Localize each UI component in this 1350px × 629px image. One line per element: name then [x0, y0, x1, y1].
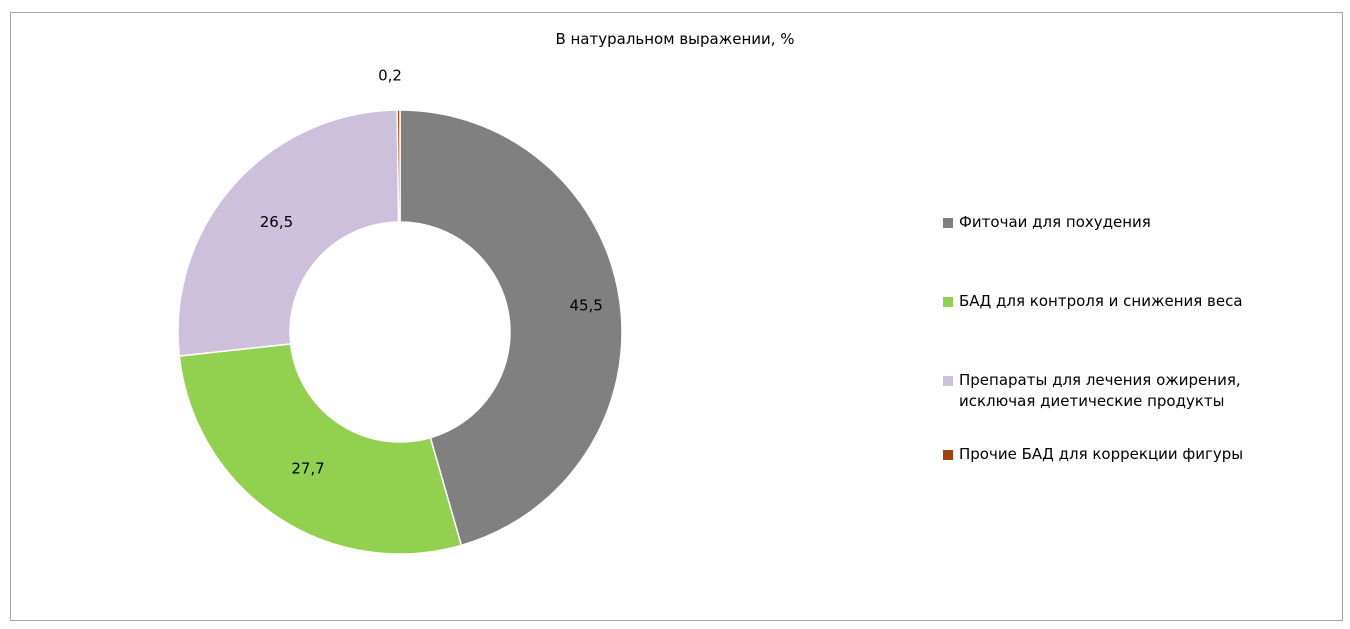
data-labels-group: 45,5 27,7 26,5 0,2	[260, 67, 603, 478]
slices-group	[177, 109, 623, 555]
data-label-0: 45,5	[569, 296, 602, 314]
legend-label: БАД для контроля и снижения веса	[959, 292, 1243, 310]
slice-2	[177, 109, 400, 357]
legend-label: Прочие БАД для коррекции фигуры	[959, 445, 1244, 463]
legend-swatch	[943, 376, 953, 386]
slice-3	[396, 109, 401, 223]
legend-swatch	[943, 450, 953, 460]
data-label-2: 26,5	[260, 213, 293, 231]
legend-item-phytotea: Фиточаи для похудения	[943, 212, 1151, 233]
slice-0	[399, 109, 623, 547]
slice-1	[178, 343, 463, 555]
data-label-3: 0,2	[378, 67, 402, 85]
legend-label: Фиточаи для похудения	[959, 213, 1151, 231]
legend-swatch	[943, 297, 953, 307]
legend-item-other-bad: Прочие БАД для коррекции фигуры	[943, 444, 1243, 465]
legend-item-bad-weight-control: БАД для контроля и снижения веса	[943, 291, 1243, 312]
legend-label: Препараты для лечения ожирения, исключая…	[959, 371, 1241, 410]
data-label-1: 27,7	[291, 459, 324, 477]
legend-swatch	[943, 218, 953, 228]
legend-item-obesity-drugs: Препараты для лечения ожирения, исключая…	[943, 370, 1277, 412]
chart-title: В натуральном выражении, %	[555, 30, 795, 48]
